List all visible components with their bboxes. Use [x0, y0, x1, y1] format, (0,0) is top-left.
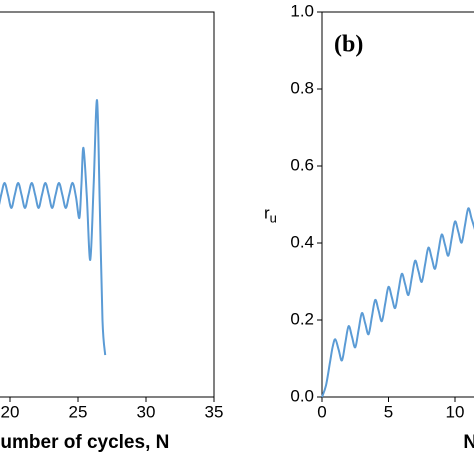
y-tick-label: 0.8	[290, 78, 314, 97]
x-tick-label: 20	[1, 402, 20, 421]
y-tick-label: 0.0	[290, 386, 314, 405]
annotation: (b)	[334, 32, 363, 58]
y-tick-label: 1.0	[290, 1, 314, 20]
y-tick-label: 0.6	[290, 155, 314, 174]
x-tick-label: 10	[446, 402, 465, 421]
x-tick-label: 30	[137, 402, 156, 421]
plot-frame	[0, 11, 215, 398]
x-tick-label: 0	[317, 402, 326, 421]
x-axis-label: Number of cycles, N	[463, 432, 474, 453]
data-line	[321, 207, 474, 398]
y-tick-label: 0.2	[290, 309, 314, 328]
y-axis-label-base: r	[264, 204, 270, 223]
y-axis-label-sub: u	[270, 211, 277, 226]
plot-frame	[321, 11, 474, 398]
y-axis-label: ru	[264, 204, 277, 226]
data-line	[0, 99, 107, 356]
x-axis-label: Number of cycles, N	[0, 432, 169, 453]
x-tick-label: 35	[205, 402, 224, 421]
x-tick-label: 25	[69, 402, 88, 421]
y-tick-label: 0.4	[290, 232, 314, 251]
x-tick-label: 5	[384, 402, 393, 421]
